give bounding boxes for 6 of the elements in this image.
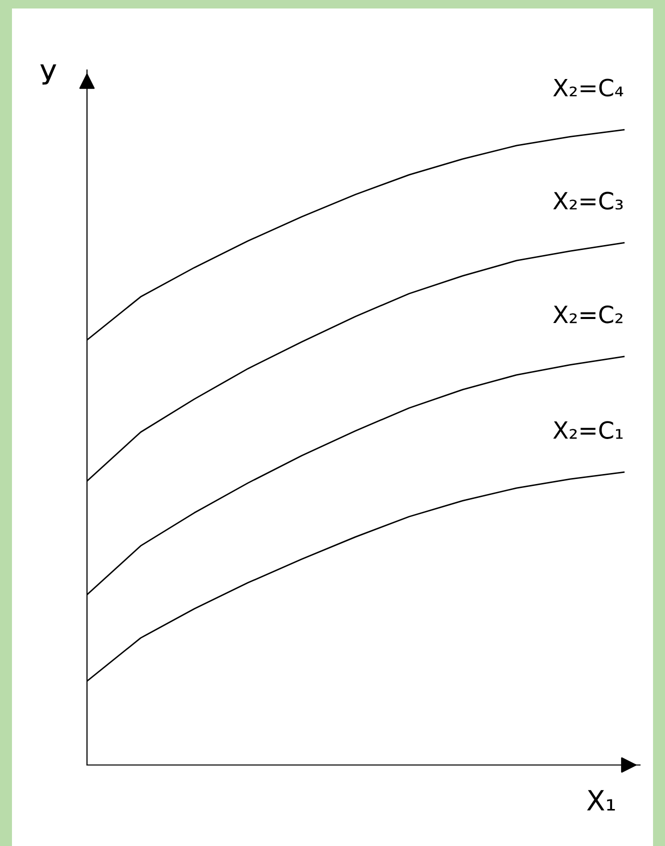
x-axis-title: X₁	[587, 790, 615, 811]
y-axis-title: У	[40, 64, 56, 85]
series-label: X₂=C₁	[553, 421, 623, 439]
series-label: X₂=C₂	[553, 305, 622, 324]
series-label: X₂=C₃	[553, 192, 623, 210]
series-label: X₂=C₄	[553, 78, 624, 97]
